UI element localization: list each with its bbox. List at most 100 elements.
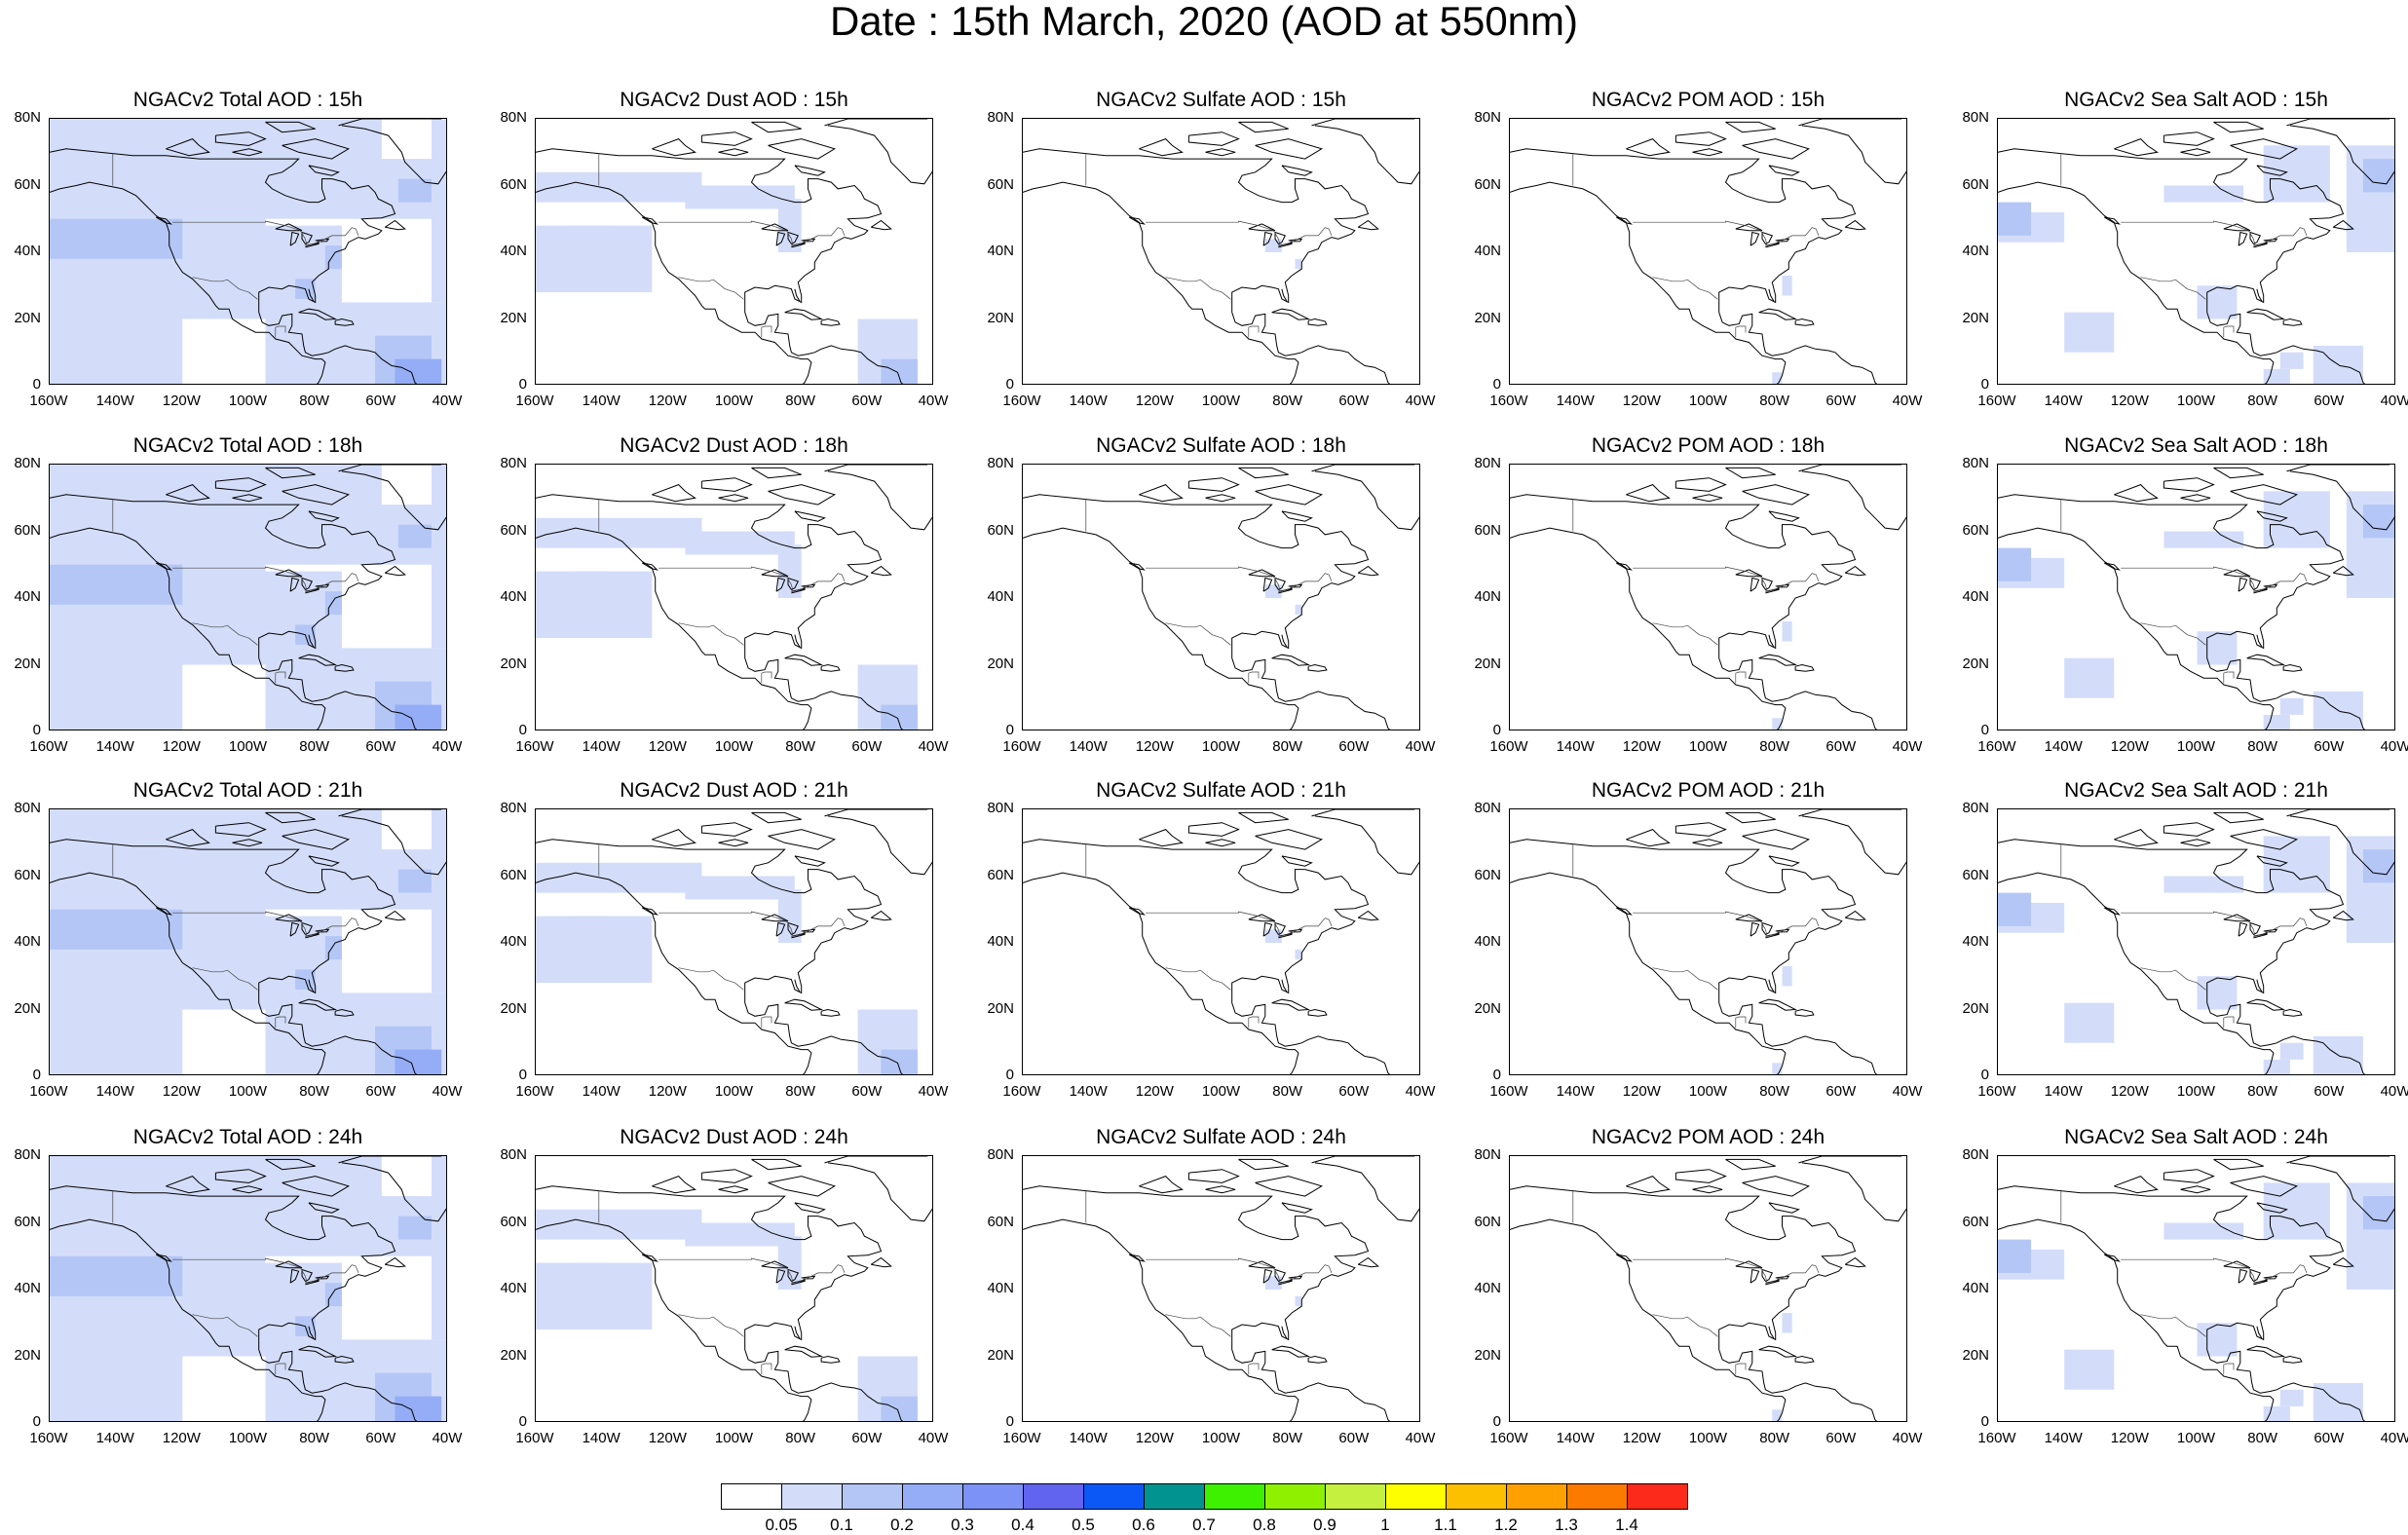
- lat-tick-label: 40N: [1962, 1280, 1989, 1296]
- lon-tick-label: 60W: [2314, 1430, 2345, 1446]
- coastline: [536, 527, 812, 730]
- lat-tick-label: 80N: [14, 1146, 41, 1163]
- aod-shading: [324, 1283, 342, 1307]
- coastline: [2206, 645, 2366, 730]
- coastline: [787, 578, 800, 591]
- lon-tick-label: 40W: [918, 1083, 949, 1100]
- coastline: [338, 1156, 442, 1164]
- colorbar-swatch: [1204, 1483, 1265, 1510]
- coastline: [214, 1169, 267, 1183]
- coastline: [2332, 910, 2354, 921]
- lon-tick-label: 120W: [1135, 738, 1174, 755]
- lat-tick-label: 0: [518, 376, 527, 393]
- aod-shading: [397, 1216, 432, 1240]
- coastline: [1742, 829, 1811, 850]
- coastline: [1775, 238, 1790, 243]
- lon-tick-label: 100W: [1201, 738, 1241, 755]
- panel-title: NGACv2 Dust AOD : 18h: [620, 434, 848, 457]
- colorbar-swatch: [1264, 1483, 1326, 1510]
- colorbar-label: 0.7: [1192, 1516, 1216, 1534]
- coastline: [2223, 914, 2251, 922]
- coastline: [870, 1256, 892, 1268]
- panel-title: NGACv2 Sea Salt AOD : 21h: [2064, 779, 2328, 802]
- coastline: [768, 829, 837, 850]
- coastline: [820, 318, 841, 326]
- aod-shading: [685, 185, 795, 209]
- coastline: [2263, 583, 2278, 588]
- panel-title: NGACv2 Sulfate AOD : 15h: [1096, 89, 1346, 111]
- lon-tick-label: 120W: [2110, 738, 2149, 755]
- coastline: [1998, 839, 2345, 994]
- panel-title: NGACv2 Total AOD : 21h: [132, 779, 363, 802]
- aod-shading: [536, 862, 702, 893]
- country-border: [1633, 1257, 1820, 1284]
- coastline: [744, 645, 904, 730]
- lon-tick-label: 80W: [1272, 1430, 1303, 1446]
- coastline: [1725, 467, 1776, 479]
- map-svg: [50, 809, 446, 1074]
- coastline: [2223, 569, 2251, 578]
- coastline: [2249, 578, 2262, 591]
- coastline: [1615, 907, 1633, 916]
- aod-shading: [1782, 1312, 1792, 1333]
- lon-tick-label: 80W: [1272, 1083, 1303, 1100]
- aod-shading: [2197, 285, 2238, 319]
- map-panel-seasalt-18h: [1997, 464, 2395, 730]
- coastline: [794, 634, 801, 648]
- coastline: [1187, 1169, 1240, 1183]
- lat-tick-label: 0: [518, 722, 527, 738]
- coastline: [700, 477, 753, 492]
- coastline: [536, 1218, 812, 1421]
- coastline: [2223, 223, 2251, 232]
- coastline: [652, 829, 696, 847]
- lon-tick-label: 120W: [648, 1083, 687, 1100]
- map-panel-dust-15h: [535, 118, 933, 385]
- country-border: [1735, 1016, 1747, 1029]
- lon-tick-label: 120W: [1135, 393, 1174, 409]
- lat-tick-label: 60N: [1962, 866, 1989, 883]
- coastline: [1750, 921, 1760, 937]
- country-border: [275, 325, 286, 338]
- country-border: [1165, 967, 1231, 991]
- coastline: [2263, 1275, 2278, 1280]
- coastline: [761, 569, 789, 578]
- coastline: [2256, 1202, 2288, 1214]
- colorbar-swatch: [1144, 1483, 1205, 1510]
- aod-shading: [569, 571, 609, 616]
- colorbar-swatch: [1325, 1483, 1386, 1510]
- coastline: [1281, 510, 1313, 522]
- coastline: [1742, 1176, 1811, 1197]
- coastline: [794, 165, 826, 176]
- coastline: [1735, 1260, 1763, 1269]
- coastline: [1798, 119, 1902, 127]
- aod-shading: [2263, 1059, 2290, 1074]
- lon-tick-label: 160W: [1002, 738, 1041, 755]
- lon-tick-label: 60W: [1825, 738, 1857, 755]
- lat-tick-label: 20N: [1962, 999, 1989, 1017]
- lon-tick-label: 120W: [2110, 393, 2149, 409]
- coastline: [1128, 1254, 1146, 1262]
- lat-tick-label: 20N: [1962, 1346, 1989, 1364]
- lon-tick-label: 40W: [918, 1430, 949, 1446]
- lon-tick-label: 140W: [1069, 1083, 1108, 1100]
- lat-tick-label: 0: [1980, 1067, 1989, 1083]
- coastline: [775, 577, 786, 592]
- country-border: [1146, 1257, 1333, 1284]
- colorbar-label: 0.1: [830, 1516, 853, 1534]
- lat-tick-label: 60N: [500, 521, 527, 539]
- aod-shading: [2064, 657, 2115, 698]
- lon-tick-label: 160W: [1002, 1430, 1041, 1446]
- coastline: [751, 811, 802, 824]
- aod-shading: [1782, 620, 1792, 642]
- aod-shading: [536, 171, 702, 203]
- coastline: [1023, 148, 1370, 304]
- lat-tick-label: 60N: [1962, 175, 1989, 193]
- coastline: [1274, 1269, 1287, 1283]
- coastline: [1801, 470, 1906, 531]
- lon-tick-label: 120W: [648, 393, 687, 409]
- lat-tick-label: 80N: [1962, 1146, 1989, 1163]
- aod-shading: [395, 1396, 442, 1421]
- lon-tick-label: 160W: [1977, 1083, 2016, 1100]
- coastline: [536, 181, 812, 384]
- country-border: [1652, 967, 1718, 991]
